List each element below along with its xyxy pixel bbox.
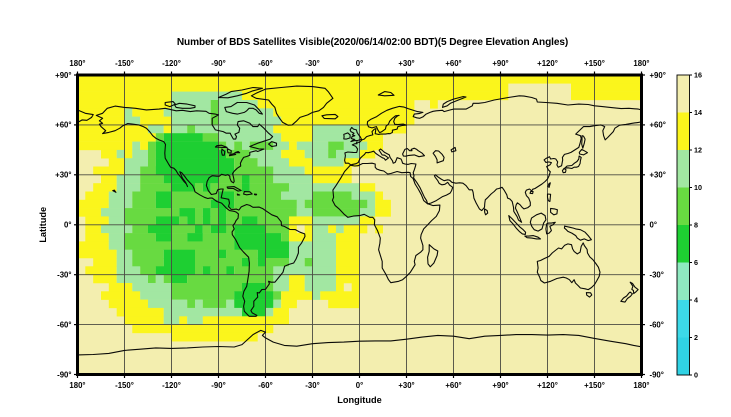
svg-text:180°: 180° <box>633 59 649 68</box>
svg-text:16: 16 <box>694 71 702 80</box>
svg-text:-30°: -30° <box>57 271 71 280</box>
svg-text:+90°: +90° <box>492 59 508 68</box>
svg-text:8: 8 <box>694 221 698 230</box>
svg-text:+150°: +150° <box>584 59 605 68</box>
svg-text:4: 4 <box>694 296 698 305</box>
svg-text:180°: 180° <box>69 381 85 390</box>
svg-text:+120°: +120° <box>537 381 558 390</box>
svg-text:-90°: -90° <box>211 59 225 68</box>
svg-text:-150°: -150° <box>115 381 134 390</box>
svg-text:+30°: +30° <box>55 171 71 180</box>
svg-text:0°: 0° <box>356 381 363 390</box>
svg-text:-120°: -120° <box>162 59 181 68</box>
svg-text:0°: 0° <box>64 221 71 230</box>
svg-text:-60°: -60° <box>650 320 664 329</box>
svg-text:+30°: +30° <box>650 171 666 180</box>
svg-text:0°: 0° <box>650 221 657 230</box>
svg-text:+30°: +30° <box>398 59 414 68</box>
svg-text:6: 6 <box>694 258 698 267</box>
svg-text:12: 12 <box>694 146 702 155</box>
svg-text:-60°: -60° <box>57 320 71 329</box>
svg-text:+90°: +90° <box>650 71 666 80</box>
svg-text:-90°: -90° <box>650 370 664 379</box>
svg-text:-30°: -30° <box>305 59 319 68</box>
svg-text:Longitude: Longitude <box>337 395 381 405</box>
svg-text:10: 10 <box>694 183 702 192</box>
svg-text:2: 2 <box>694 333 698 342</box>
svg-text:-60°: -60° <box>258 59 272 68</box>
svg-text:-30°: -30° <box>305 381 319 390</box>
svg-text:-90°: -90° <box>57 370 71 379</box>
svg-text:-30°: -30° <box>650 271 664 280</box>
svg-text:+120°: +120° <box>537 59 558 68</box>
svg-text:+60°: +60° <box>55 121 71 130</box>
svg-text:-90°: -90° <box>211 381 225 390</box>
svg-text:-60°: -60° <box>258 381 272 390</box>
svg-text:14: 14 <box>694 108 702 117</box>
svg-text:0: 0 <box>694 371 698 380</box>
svg-text:180°: 180° <box>633 381 649 390</box>
svg-text:+60°: +60° <box>650 121 666 130</box>
svg-text:-150°: -150° <box>115 59 134 68</box>
svg-text:+90°: +90° <box>55 71 71 80</box>
svg-text:+60°: +60° <box>445 59 461 68</box>
svg-text:-120°: -120° <box>162 381 181 390</box>
svg-text:+90°: +90° <box>492 381 508 390</box>
svg-text:0°: 0° <box>356 59 363 68</box>
svg-text:+150°: +150° <box>584 381 605 390</box>
svg-text:180°: 180° <box>69 59 85 68</box>
svg-text:+60°: +60° <box>445 381 461 390</box>
svg-text:Latitude: Latitude <box>38 207 48 243</box>
svg-text:+30°: +30° <box>398 381 414 390</box>
